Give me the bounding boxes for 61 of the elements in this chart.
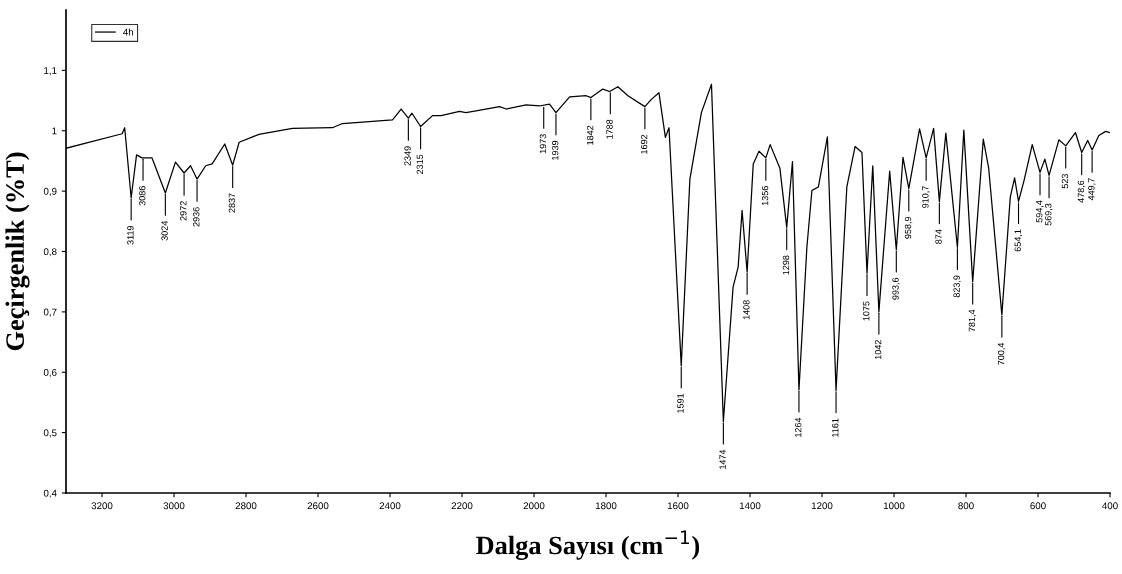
y-tick-label: 0,8 <box>43 248 57 257</box>
y-tick-label: 0,9 <box>43 187 57 196</box>
annotation: 3119 <box>127 225 134 245</box>
annotation: 1842 <box>586 125 594 145</box>
annotation: 594,4 <box>1036 200 1044 223</box>
annotation: 2936 <box>193 207 200 227</box>
annotation: 654,1 <box>1014 229 1023 252</box>
x-axis-title: Dalga Sayısı (cm$^{−1}$) <box>476 530 700 560</box>
y-tick-label: 1 <box>52 127 57 135</box>
annotation: 1264 <box>794 417 802 437</box>
annotation: 823,9 <box>953 275 961 298</box>
annotation: 2837 <box>228 193 236 213</box>
annotation: 781,4 <box>968 309 977 332</box>
x-tick-label: 3200 <box>91 502 113 510</box>
x-tick-label: 1400 <box>739 502 761 510</box>
annotation: 2349 <box>404 146 411 166</box>
annotation: 1161 <box>832 418 839 437</box>
annotation: 449,7 <box>1088 178 1096 201</box>
annotation: 1474 <box>719 449 726 469</box>
annotation: 2972 <box>180 201 187 221</box>
annotation: 1042 <box>874 340 882 360</box>
annotation: 1075 <box>863 301 870 321</box>
x-tick-label: 1800 <box>595 502 617 510</box>
x-tick-label: 400 <box>1102 502 1118 510</box>
annotation: 874 <box>935 229 942 244</box>
annotation: 1408 <box>743 300 750 320</box>
x-tick-label: 2800 <box>235 502 257 510</box>
annotation: 958,9 <box>904 216 913 239</box>
annotation: 569,3 <box>1045 203 1053 226</box>
y-tick-label: 0,4 <box>43 489 57 498</box>
annotation: 700,4 <box>997 342 1006 365</box>
annotation: 1788 <box>606 119 613 139</box>
y-tick-label: 0,5 <box>43 429 57 438</box>
annotation: 1973 <box>539 134 547 154</box>
y-tick-label: 0,7 <box>43 308 57 317</box>
annotation: 993,6 <box>892 277 900 300</box>
x-tick-label: 3000 <box>163 502 185 510</box>
x-tick-label: 2000 <box>523 502 545 510</box>
annotation: 3086 <box>139 186 146 206</box>
x-tick-label: 2400 <box>379 502 401 510</box>
annotation: 523 <box>1061 174 1069 189</box>
annotation: 1591 <box>677 393 684 413</box>
x-tick-label: 1000 <box>883 502 905 510</box>
annotation: 478,6 <box>1077 180 1086 203</box>
annotation: 1692 <box>640 134 648 154</box>
x-tick-label: 1600 <box>667 502 689 510</box>
x-tick-label: 1200 <box>811 502 833 510</box>
legend-label: 4h <box>123 28 134 36</box>
annotation: 1356 <box>761 186 769 206</box>
x-tick-label: 2200 <box>451 502 473 510</box>
y-tick-label: 1,1 <box>44 67 57 76</box>
annotation: 2315 <box>416 154 424 174</box>
annotation: 910,7 <box>922 186 930 208</box>
y-axis-title: Geçirgenlik (%T) <box>5 152 30 351</box>
y-tick-label: 0,6 <box>43 368 57 378</box>
x-tick-label: 2600 <box>307 502 329 510</box>
annotation: 3024 <box>161 220 168 241</box>
x-tick-label: 800 <box>958 502 974 510</box>
x-tick-label: 600 <box>1030 502 1046 510</box>
annotation: 1939 <box>551 140 559 160</box>
annotation: 1298 <box>782 255 790 275</box>
